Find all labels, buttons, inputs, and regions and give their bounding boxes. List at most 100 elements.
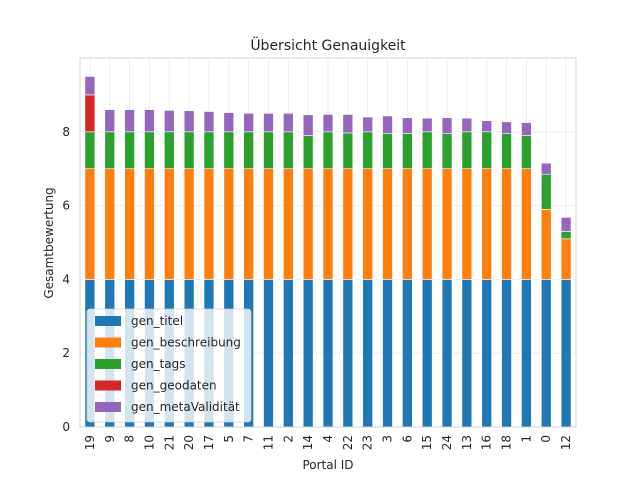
x-tick-label: 22 <box>341 435 355 450</box>
bar-segment-gen_beschreibung <box>144 168 155 280</box>
bar-segment-gen_metaValidität <box>521 122 532 136</box>
x-tick-label: 7 <box>242 435 256 443</box>
bar-segment-gen_beschreibung <box>322 168 334 280</box>
bar-segment-gen_beschreibung <box>421 168 433 280</box>
bar-segment-gen_beschreibung <box>540 208 552 280</box>
x-tick-label: 8 <box>123 435 137 443</box>
legend-swatch <box>95 316 121 326</box>
bar-segment-gen_geodaten <box>84 94 96 133</box>
y-axis-ticks: 0 2 4 6 8 <box>62 125 70 434</box>
bar-segment-gen_beschreibung <box>203 168 215 280</box>
x-tick-label: 23 <box>361 435 375 450</box>
bar-segment-gen_titel <box>461 279 473 428</box>
bar-segment-gen_metaValidität <box>441 117 453 134</box>
bar-segment-gen_tags <box>461 131 473 170</box>
x-tick-label: 20 <box>182 435 196 450</box>
bar-segment-gen_titel <box>501 279 512 428</box>
x-tick-label: 18 <box>500 435 514 450</box>
x-tick-label: 3 <box>381 435 395 443</box>
bar-segment-gen_tags <box>322 131 334 170</box>
chart-title: Übersicht Genauigkeit <box>250 36 406 54</box>
bar-segment-gen_tags <box>481 131 492 170</box>
bar-segment-gen_beschreibung <box>342 168 354 280</box>
bar-segment-gen_metaValidität <box>560 217 572 232</box>
bar-segment-gen_beschreibung <box>164 168 175 280</box>
bar-segment-gen_titel <box>540 279 552 428</box>
bar-segment-gen_beschreibung <box>302 168 314 280</box>
legend: gen_titel gen_beschreibung gen_tags gen_geo… <box>86 308 252 423</box>
bar-segment-gen_titel <box>441 279 453 428</box>
bar-segment-gen_tags <box>342 132 354 169</box>
x-tick-label: 13 <box>460 435 474 450</box>
bar-segment-gen_metaValidität <box>461 117 473 133</box>
bar-segment-gen_metaValidität <box>342 114 354 134</box>
bar-segment-gen_beschreibung <box>501 168 512 280</box>
x-tick-label: 10 <box>142 435 156 450</box>
bar-segment-gen_tags <box>104 131 116 170</box>
bar-segment-gen_metaValidität <box>501 121 512 134</box>
x-tick-label: 24 <box>440 435 454 450</box>
bar-segment-gen_metaValidität <box>243 113 254 133</box>
bar-segment-gen_tags <box>501 133 512 170</box>
bar-segment-gen_titel <box>521 279 532 428</box>
bar-segment-gen_metaValidität <box>302 114 314 136</box>
bar-segment-gen_metaValidität <box>144 109 155 133</box>
x-tick-label: 11 <box>261 435 275 450</box>
legend-label: gen_beschreibung <box>131 336 241 350</box>
bar-segment-gen_beschreibung <box>243 168 254 280</box>
bar-segment-gen_metaValidität <box>362 116 373 133</box>
bar-segment-gen_metaValidität <box>481 120 492 133</box>
legend-label: gen_geodaten <box>131 379 217 393</box>
bar-segment-gen_titel <box>302 279 314 428</box>
bar-segment-gen_titel <box>362 279 373 428</box>
x-axis-ticks: 19 9 8 10 21 20 17 5 7 11 2 14 4 22 23 3 6 15 24 13 16 18 1 0 12 <box>83 435 573 450</box>
bar-segment-gen_beschreibung <box>441 168 453 280</box>
x-tick-label: 4 <box>321 435 335 443</box>
legend-swatch <box>95 402 121 412</box>
bar-segment-gen_metaValidität <box>263 113 274 133</box>
bar-segment-gen_beschreibung <box>283 168 294 280</box>
legend-label: gen_titel <box>131 314 183 328</box>
x-tick-label: 14 <box>301 435 315 450</box>
bar-segment-gen_beschreibung <box>382 168 393 280</box>
bar-segment-gen_beschreibung <box>183 168 195 280</box>
y-tick-label: 0 <box>62 420 70 434</box>
legend-swatch <box>95 359 121 369</box>
bar-segment-gen_tags <box>84 131 96 170</box>
bar-segment-gen_tags <box>183 131 195 170</box>
bar-segment-gen_titel <box>322 279 334 428</box>
bar-segment-gen_beschreibung <box>560 238 572 280</box>
bar-segment-gen_tags <box>243 131 254 170</box>
x-tick-label: 21 <box>162 435 176 450</box>
bar-segment-gen_metaValidität <box>421 117 433 133</box>
legend-swatch <box>95 380 121 391</box>
bar-segment-gen_tags <box>421 131 433 170</box>
bar-segment-gen_titel <box>560 279 572 428</box>
bar-segment-gen_tags <box>560 231 572 240</box>
bar-segment-gen_tags <box>521 135 532 170</box>
plot-area-frame <box>79 57 577 428</box>
bar-segment-gen_metaValidität <box>223 112 235 133</box>
bar-segment-gen_titel <box>481 279 492 428</box>
bar-segment-gen_beschreibung <box>402 168 413 280</box>
bar-segment-gen_tags <box>263 131 274 170</box>
bar-segment-gen_metaValidität <box>104 109 116 133</box>
y-tick-label: 6 <box>62 199 70 213</box>
bar-segment-gen_tags <box>362 131 373 170</box>
bar-segment-gen_titel <box>382 279 393 428</box>
bar-segment-gen_titel <box>283 279 294 428</box>
bar-segment-gen_beschreibung <box>461 168 473 280</box>
y-tick-label: 2 <box>62 346 70 360</box>
x-tick-label: 2 <box>281 435 295 443</box>
x-tick-label: 19 <box>83 435 97 450</box>
x-tick-label: 0 <box>539 435 553 443</box>
bar-segment-gen_beschreibung <box>124 168 135 280</box>
x-tick-label: 1 <box>519 435 533 443</box>
x-tick-label: 9 <box>103 435 117 443</box>
bar-segment-gen_tags <box>402 133 413 170</box>
bar-segment-gen_metaValidität <box>382 115 393 134</box>
bar-segment-gen_beschreibung <box>481 168 492 280</box>
bar-segment-gen_tags <box>203 131 215 170</box>
bar-segment-gen_metaValidität <box>203 111 215 133</box>
